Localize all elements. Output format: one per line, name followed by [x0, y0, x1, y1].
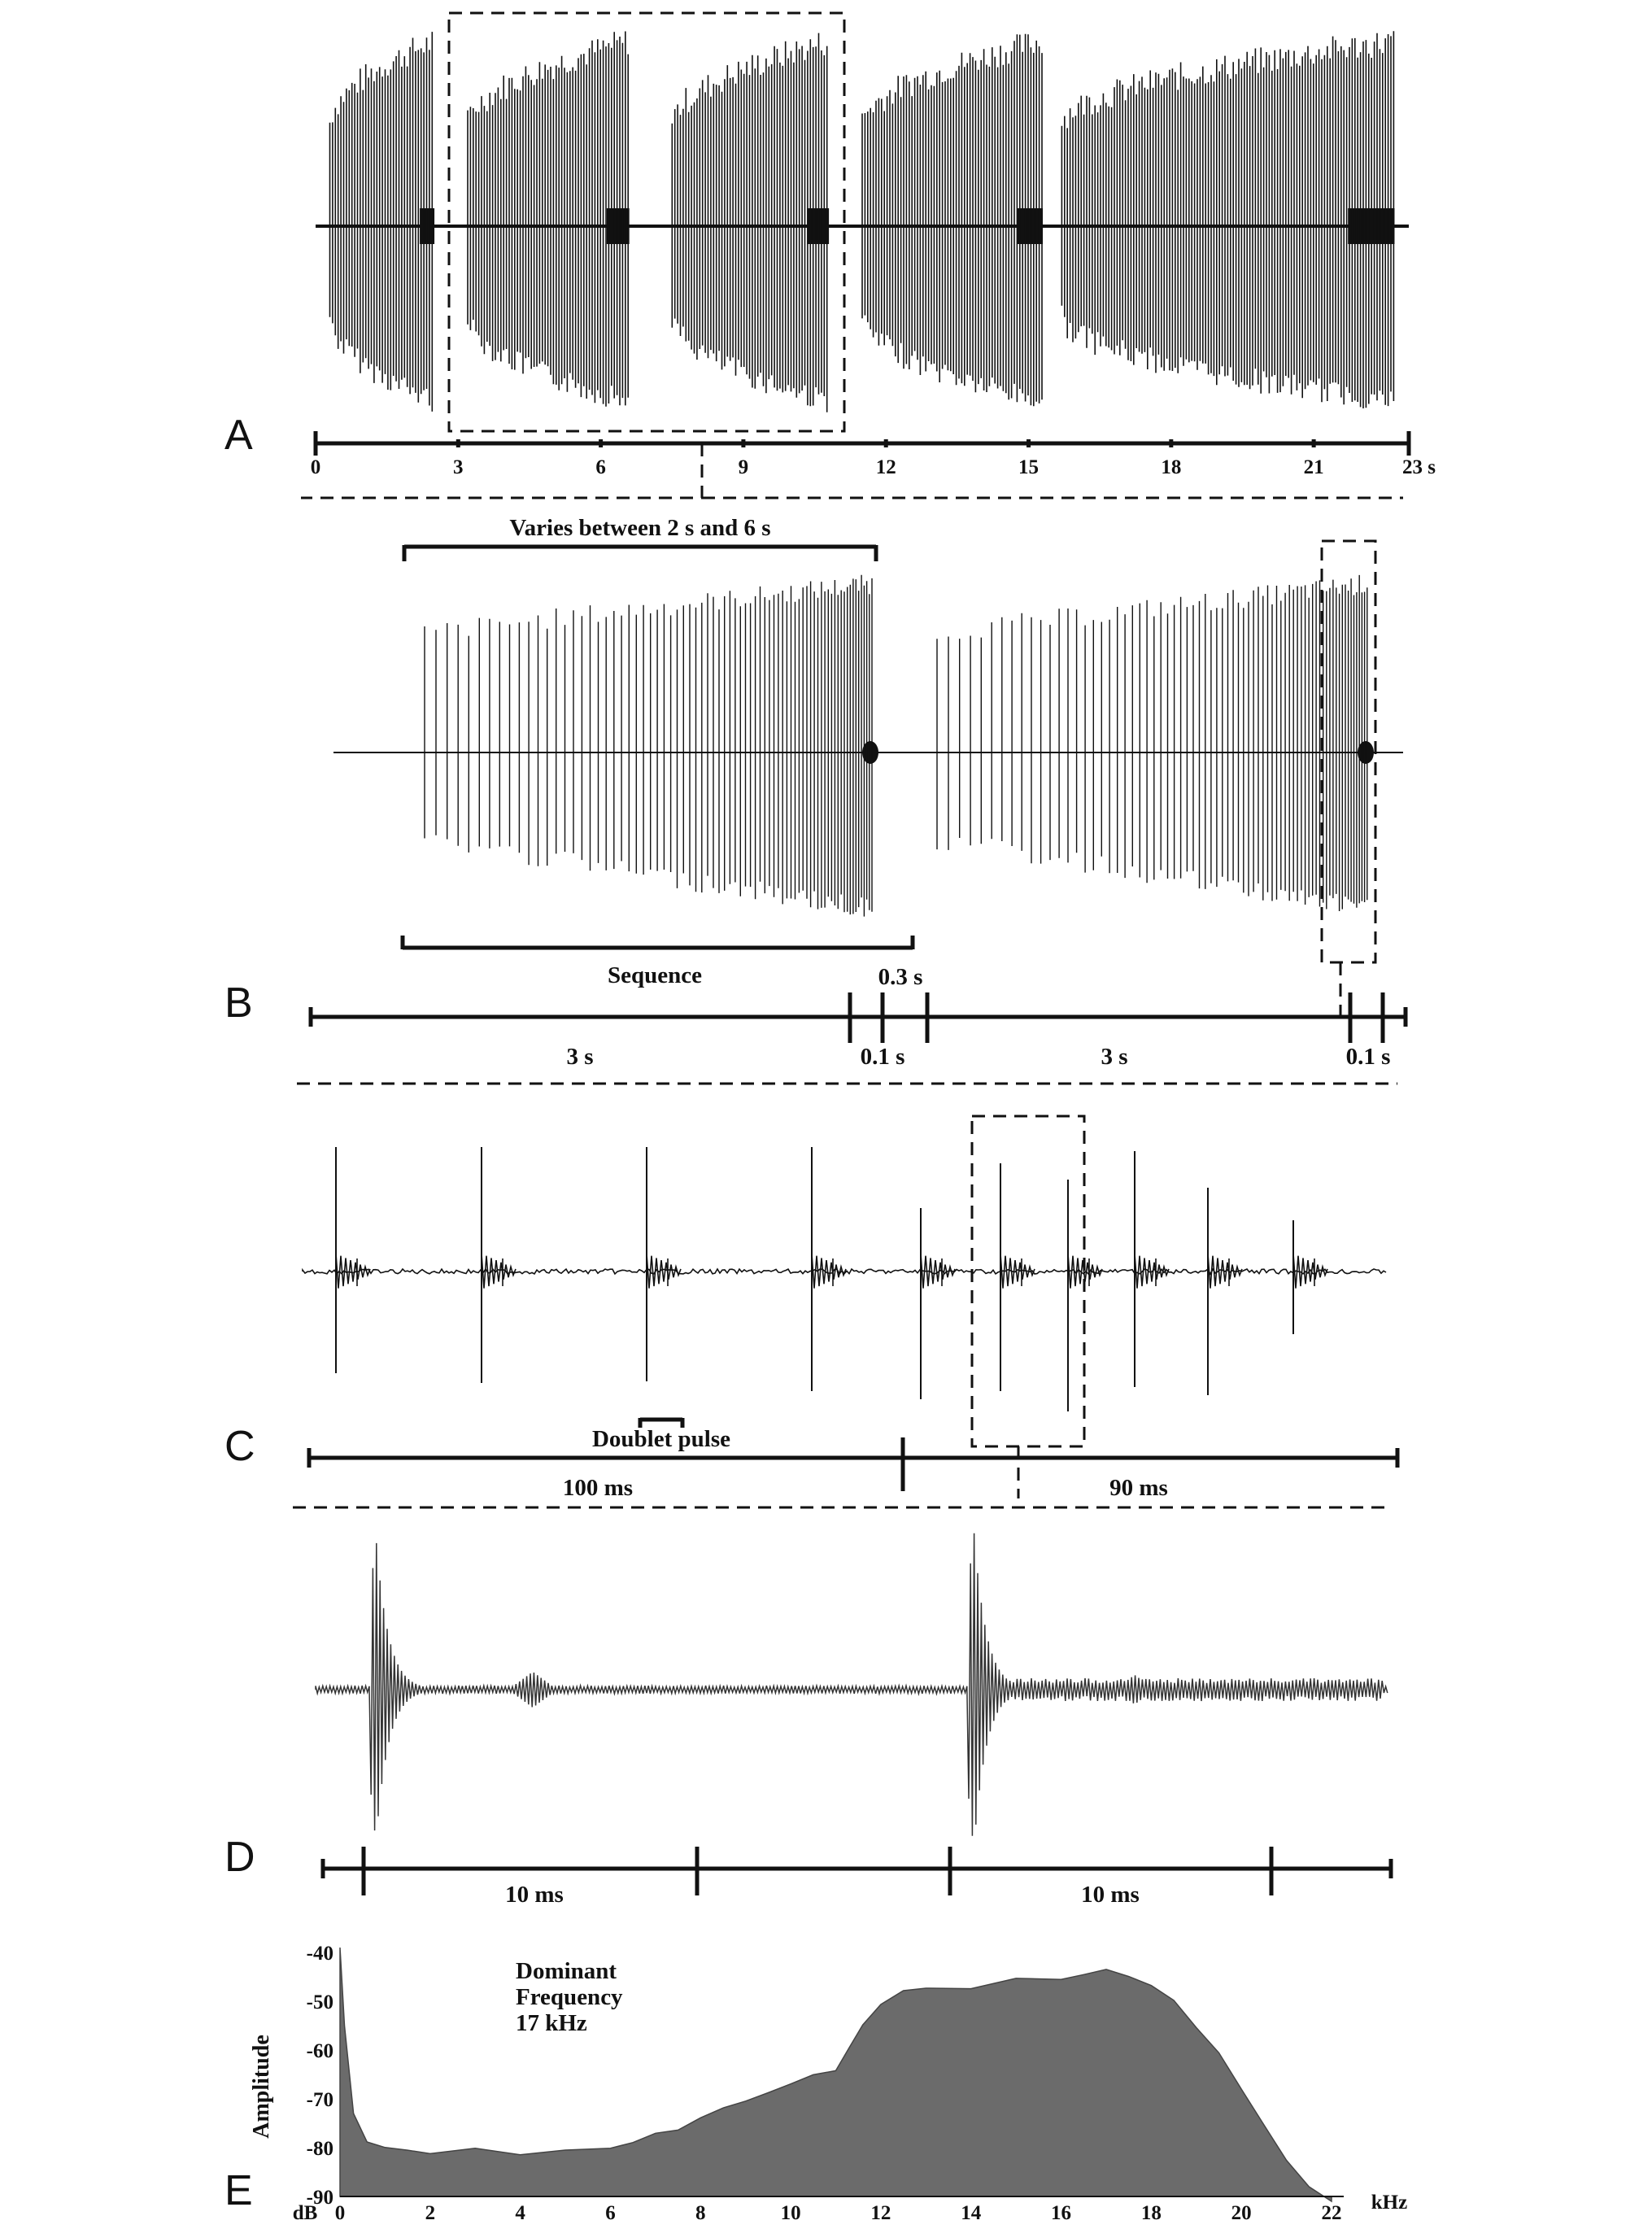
panel-e-x-tick-label: 0 [335, 2202, 346, 2224]
panel-b-seg-label-4: 0.1 s [1346, 1044, 1391, 1070]
panel-e-y-tick-label: -50 [307, 1991, 333, 2013]
panel-c-pulse-ring [1000, 1253, 1035, 1289]
panel-e-y-tick-label: -70 [307, 2089, 333, 2111]
panel-e-x-tick-label: 10 [781, 2202, 801, 2224]
panel-d-label: D [224, 1834, 255, 1881]
panel-c-zoom-box [970, 1114, 1086, 1448]
panel-b-pulses [424, 574, 1368, 917]
panel-b-seg-label-3: 3 s [1101, 1044, 1127, 1070]
panel-e-title-line-2: Frequency [516, 1984, 623, 2010]
panel-c-oscillogram [302, 1147, 1387, 1411]
panel-e-x-tick-label: 4 [515, 2202, 525, 2224]
panel-e-x-tick-label: 6 [605, 2202, 616, 2224]
panel-b-seg-label-2: 0.1 s [861, 1044, 905, 1070]
panel-b-zoom-box [1320, 539, 1377, 964]
panel-c-pulse-ring [481, 1253, 517, 1289]
panel-b-brace-top-label: Varies between 2 s and 6 s [509, 515, 770, 541]
panel-a-tick-label: 15 [1018, 456, 1039, 478]
panel-a-pulses [329, 31, 1395, 412]
panel-e-y-tick-label: -90 [307, 2187, 333, 2209]
panel-c-pulse-ring [1067, 1253, 1103, 1289]
panel-e-x-tick-label: 18 [1141, 2202, 1162, 2224]
panel-e-x-tick-label: 22 [1322, 2202, 1342, 2224]
panel-d-waveform [315, 1533, 1388, 1836]
panel-c-pulse-ring [811, 1253, 847, 1289]
panel-e-x-tick-label: 20 [1231, 2202, 1252, 2224]
panel-d: D 10 ms 10 ms [224, 1533, 1393, 1908]
panel-c-seg-label-1: 100 ms [563, 1475, 633, 1501]
panel-b-seg-label-1: 3 s [566, 1044, 593, 1070]
panel-a-tick-label: 18 [1161, 456, 1181, 478]
panel-b-axis-ticks [308, 992, 1408, 1043]
panel-c-pulse-ring [920, 1253, 956, 1289]
panel-a-tick-label: 6 [595, 456, 606, 478]
panel-c-seg-label-2: 90 ms [1109, 1475, 1168, 1501]
panel-a-oscillogram [316, 31, 1409, 412]
panel-e-title-line-3: 17 kHz [516, 2010, 587, 2036]
panel-a-zoom-box [447, 11, 846, 433]
panel-a-label: A [224, 412, 253, 459]
panel-c-pulse-ring [646, 1253, 682, 1289]
panel-e-x-unit: kHz [1371, 2192, 1407, 2214]
panel-b-brace-bottom-label: Sequence [608, 962, 702, 988]
panel-a-tick-label: 9 [739, 456, 749, 478]
panel-e-x-tick-label: 2 [425, 2202, 436, 2224]
panel-e-title-line-1: Dominant [516, 1958, 617, 1984]
panel-b-gap-label: 0.3 s [878, 964, 923, 990]
panel-e-y-tick-label: -80 [307, 2138, 333, 2160]
panel-b-oscillogram [333, 574, 1403, 917]
panel-d-seg-label-1: 10 ms [505, 1882, 564, 1908]
panel-e-x-tick-label: 16 [1051, 2202, 1071, 2224]
panel-e-axes: 0 2 4 6 8 10 12 14 16 18 20 22 -40 -50 -60 -70 -80 -90 [307, 1943, 1344, 2224]
panel-a-zoom-connector-left [301, 443, 704, 499]
panel-a: 0 3 6 9 12 15 18 21 23 s A [224, 11, 1436, 499]
panel-a-tick-label: 0 [311, 456, 321, 478]
panel-d-oscillogram [315, 1533, 1388, 1836]
panel-b-label: B [224, 979, 253, 1027]
panel-e-x-tick-label: 14 [961, 2202, 982, 2224]
panel-e-y-unit: dB [293, 2202, 318, 2224]
panel-e-label: E [224, 2167, 253, 2214]
panel-c-label: C [224, 1423, 255, 1470]
panel-d-seg-label-2: 10 ms [1081, 1882, 1140, 1908]
panel-e-x-tick-label: 12 [870, 2202, 891, 2224]
panel-e-ylabel: Amplitude [249, 2035, 274, 2139]
panel-b: Varies between 2 s and 6 s Sequence 0.3 … [224, 515, 1408, 1085]
panel-a-tick-label: 23 s [1402, 456, 1436, 478]
panel-e-y-tick-label: -60 [307, 2040, 333, 2062]
panel-a-tick-label: 21 [1304, 456, 1324, 478]
panel-c-pulse-ring [1292, 1253, 1328, 1289]
panel-e-y-tick-label: -40 [307, 1943, 333, 1965]
panel-b-burst-end [1358, 741, 1374, 764]
panel-c: Doublet pulse C 100 ms 90 ms [224, 1114, 1400, 1509]
panel-a-axis-ticks: 0 3 6 9 12 15 18 21 23 s [311, 431, 1436, 478]
panel-c-pulse-ring [1134, 1253, 1170, 1289]
panel-e-spectrum-area [339, 1947, 1332, 2203]
panel-c-pulse-ring [1207, 1253, 1243, 1289]
panel-a-tick-label: 3 [453, 456, 464, 478]
panel-c-doublet-label: Doublet pulse [592, 1426, 730, 1452]
panel-c-pulse-ring [335, 1253, 371, 1289]
panel-e-x-tick-label: 8 [695, 2202, 706, 2224]
panel-e: 0 2 4 6 8 10 12 14 16 18 20 22 -40 -50 -60 -70 -80 -90 Do… [224, 1943, 1407, 2224]
panel-a-tick-label: 12 [876, 456, 896, 478]
